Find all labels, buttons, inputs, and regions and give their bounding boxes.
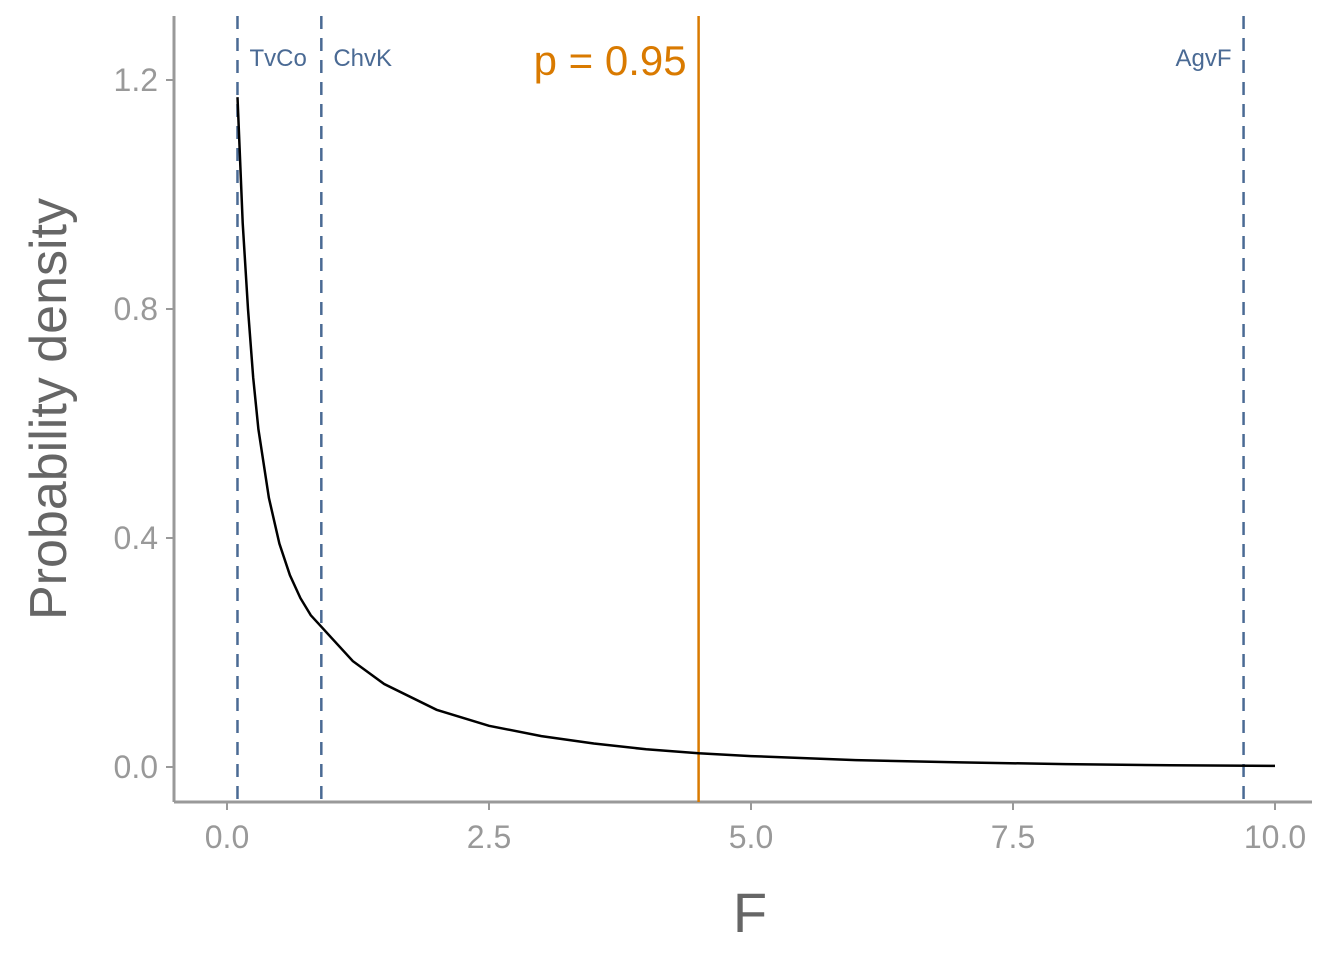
x-tick-group: 0.0 2.5 5.0 7.5 10.0 — [205, 802, 1306, 855]
reference-lines — [236, 16, 1245, 802]
reference-line-label: ChvK — [333, 45, 392, 72]
axes — [172, 16, 1312, 804]
y-tick-label: 0.4 — [114, 520, 158, 556]
y-tick-group: 0.0 0.4 0.8 1.2 — [114, 62, 174, 785]
y-tick-label: 0.0 — [114, 749, 158, 785]
reference-labels: TvCo ChvK AgvF p = 0.95 — [249, 37, 1231, 84]
x-tick-label: 7.5 — [991, 819, 1035, 855]
reference-line-label: TvCo — [249, 45, 306, 72]
density-curve — [236, 97, 1276, 768]
x-tick-label: 5.0 — [729, 819, 773, 855]
y-tick-label: 0.8 — [114, 291, 158, 327]
y-axis-title: Probability density — [20, 198, 78, 620]
x-tick-label: 0.0 — [205, 819, 249, 855]
critical-value-label: p = 0.95 — [534, 37, 687, 84]
x-tick-label: 2.5 — [467, 819, 511, 855]
x-axis-title: F — [733, 881, 767, 944]
y-tick-label: 1.2 — [114, 62, 158, 98]
reference-line-label: AgvF — [1176, 45, 1232, 72]
x-tick-label: 10.0 — [1244, 819, 1306, 855]
